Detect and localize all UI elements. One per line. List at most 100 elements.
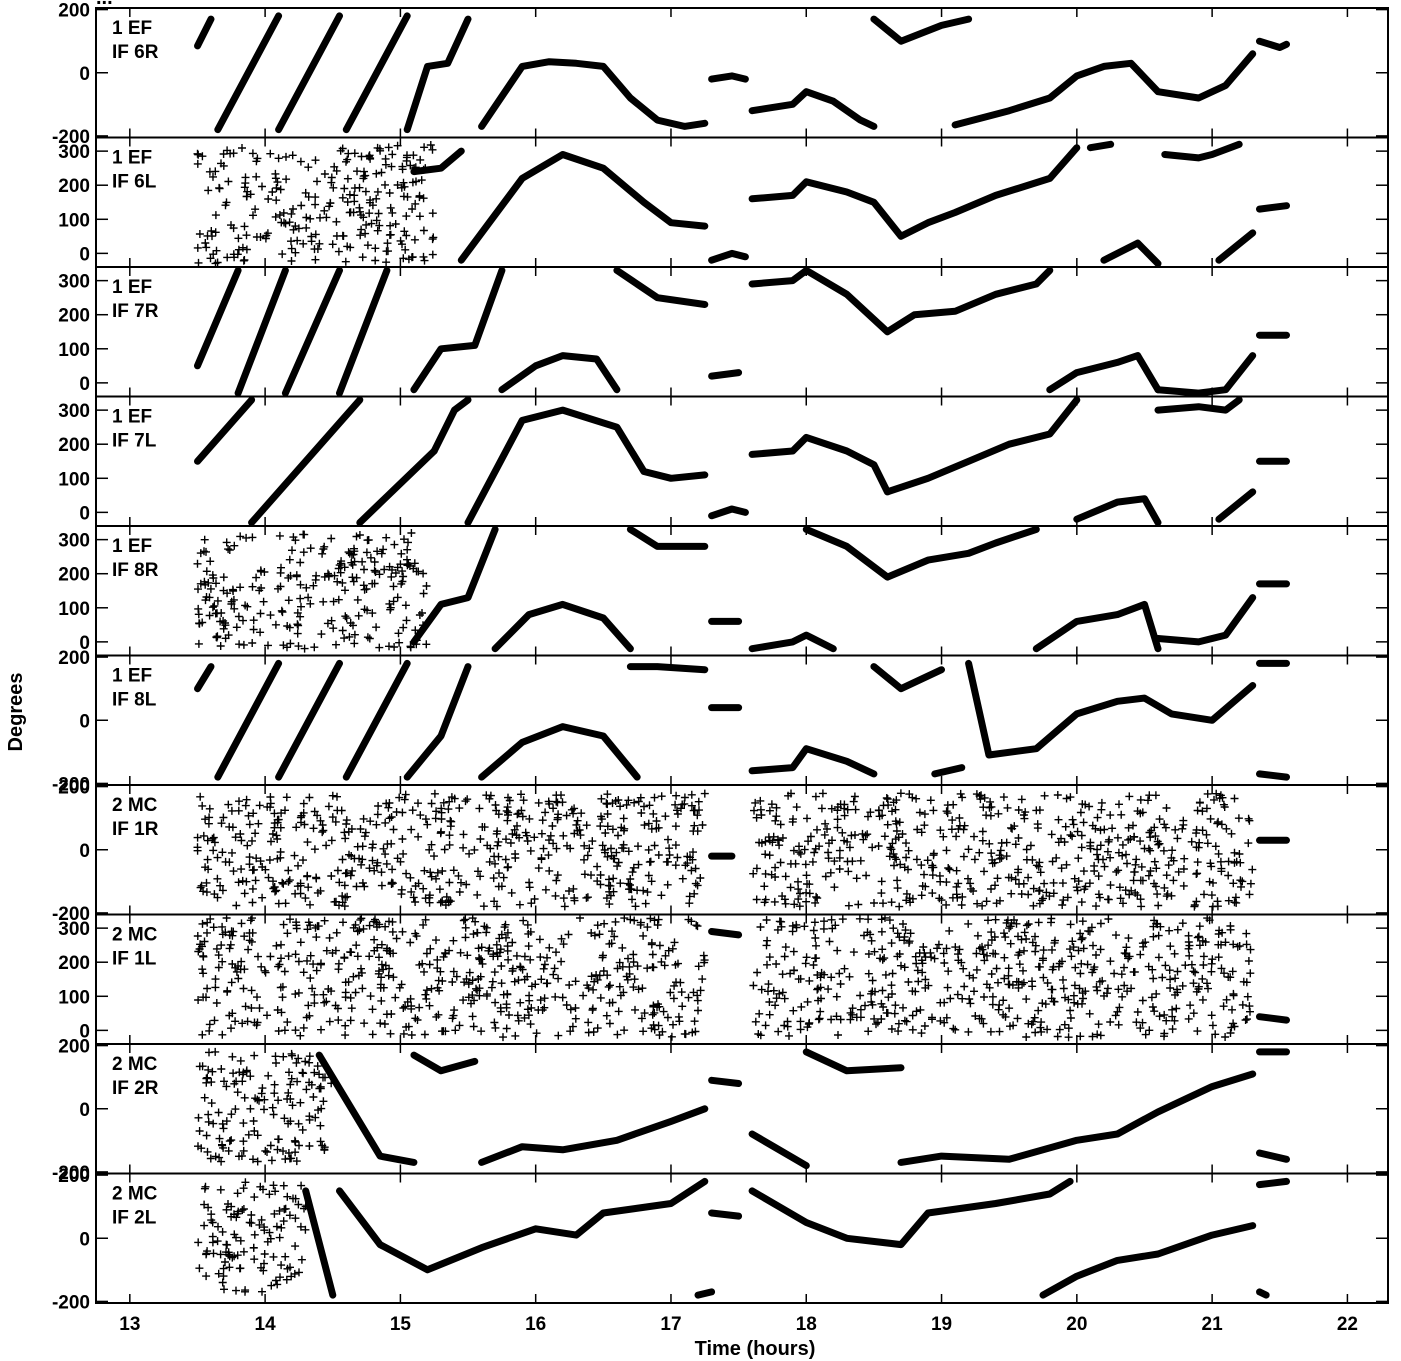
x-tick-label: 17 xyxy=(660,1314,681,1335)
data-series-segment xyxy=(748,745,878,778)
data-series-segment xyxy=(1073,495,1162,526)
panel-5: 0 100 200 300 1 EF IF 8R xyxy=(58,525,1389,657)
data-series-points xyxy=(749,789,1257,911)
panel-baseline-label: 1 EF xyxy=(112,277,152,298)
figure-title-fragment: ... xyxy=(96,0,113,9)
panel-baseline-label: 1 EF xyxy=(112,148,152,169)
panel-data xyxy=(194,267,1290,397)
panel-9: -200 0 200 2 MC IF 2R xyxy=(52,1037,1389,1184)
data-series-segment xyxy=(1039,1222,1257,1299)
data-series-segment xyxy=(708,369,743,380)
data-series-segment xyxy=(275,659,343,781)
data-series-segment xyxy=(1100,239,1162,267)
y-tick-label: 0 xyxy=(79,1100,90,1121)
data-series-segment xyxy=(931,764,966,778)
data-series-segment xyxy=(281,267,343,397)
y-tick-label: 0 xyxy=(79,711,90,732)
data-series-segment xyxy=(430,396,472,455)
data-series-segment xyxy=(1154,594,1257,646)
data-series-segment xyxy=(694,1288,716,1299)
panel-6: -200 0 200 1 EF IF 8L xyxy=(52,648,1389,795)
y-tick-label: 100 xyxy=(58,210,90,231)
x-tick-label: 16 xyxy=(525,1314,546,1335)
data-series-segment xyxy=(1154,352,1257,397)
data-series-segment xyxy=(708,505,749,520)
y-tick-label: 200 xyxy=(58,953,90,974)
x-tick-label: 14 xyxy=(255,1314,277,1335)
data-series-segment xyxy=(613,267,709,308)
data-series-segment xyxy=(214,12,283,134)
data-series-points xyxy=(749,914,1255,1042)
panel-if-label: IF 1R xyxy=(112,819,159,840)
data-series-segment xyxy=(478,723,641,781)
data-series-segment xyxy=(315,1051,418,1166)
panel-data xyxy=(194,659,1290,781)
y-tick-label: -200 xyxy=(52,774,90,795)
data-series-segment xyxy=(1256,1177,1290,1189)
data-series-segment xyxy=(965,659,1257,759)
data-series-segment xyxy=(302,1187,337,1299)
panel-baseline-label: 1 EF xyxy=(112,666,152,687)
data-series-segment xyxy=(748,267,810,288)
data-series-points xyxy=(194,1178,310,1296)
data-series-segment xyxy=(870,663,945,693)
data-series-segment xyxy=(336,1177,709,1274)
panel-if-label: IF 1L xyxy=(112,949,157,970)
data-series-segment xyxy=(498,352,621,394)
data-series-segment xyxy=(802,526,1040,581)
panel-if-label: IF 6R xyxy=(112,42,159,63)
data-series-segment xyxy=(248,396,364,526)
data-series-segment xyxy=(478,1105,709,1166)
x-axis: 13 14 15 16 17 18 19 20 21 22 xyxy=(119,1314,1358,1335)
data-series-segment xyxy=(1256,1013,1290,1024)
panel-data xyxy=(193,140,1290,267)
panel-baseline-label: 1 EF xyxy=(112,18,152,39)
panel-data xyxy=(194,12,1290,134)
data-series-segment xyxy=(403,663,472,781)
panel-baseline-label: 2 MC xyxy=(112,925,158,946)
y-tick-label: 0 xyxy=(79,64,90,85)
data-series-segment xyxy=(748,88,878,130)
panel-baseline-label: 1 EF xyxy=(112,407,152,428)
data-series-segment xyxy=(802,267,1054,336)
panel-10: -200 0 200 2 MC IF 2L xyxy=(52,1166,1389,1313)
data-series-segment xyxy=(1032,600,1162,653)
panel-if-label: IF 7R xyxy=(112,301,159,322)
panel-baseline-label: 2 MC xyxy=(112,1184,158,1205)
panel-frame xyxy=(95,7,1389,139)
panel-baseline-label: 1 EF xyxy=(112,536,152,557)
panel-7: -200 0 200 2 MC IF 1R xyxy=(52,778,1389,925)
data-series-segment xyxy=(403,15,472,134)
data-series-segment xyxy=(897,1070,1257,1166)
y-tick-label: 300 xyxy=(58,919,90,940)
panel-frame xyxy=(95,395,1389,527)
y-tick-label: 200 xyxy=(58,778,90,799)
y-tick-label: 300 xyxy=(58,272,90,293)
y-tick-label: 200 xyxy=(58,176,90,197)
y-tick-label: -200 xyxy=(52,1163,90,1184)
data-series-segment xyxy=(214,659,283,781)
y-tick-label: 200 xyxy=(58,1166,90,1187)
data-series-segment xyxy=(626,663,709,674)
data-series-segment xyxy=(410,1051,479,1075)
y-tick-label: 200 xyxy=(58,1,90,22)
x-tick-label: 22 xyxy=(1337,1314,1358,1335)
data-series-segment xyxy=(336,267,391,397)
data-series-segment xyxy=(748,144,1081,240)
x-tick-label: 20 xyxy=(1066,1314,1087,1335)
data-series-segment xyxy=(410,526,499,646)
panel-data xyxy=(193,789,1290,911)
data-series-segment xyxy=(491,600,634,653)
y-tick-label: -200 xyxy=(52,904,90,925)
panel-2: 0 100 200 300 1 EF IF 6L xyxy=(58,136,1389,268)
data-series-segment xyxy=(342,659,411,781)
y-tick-label: 0 xyxy=(79,244,90,265)
data-series-segment xyxy=(1161,140,1243,162)
data-series-segment xyxy=(1256,1149,1290,1163)
y-tick-label: 100 xyxy=(58,599,90,620)
panel-data xyxy=(194,396,1290,526)
data-series-segment xyxy=(194,396,256,465)
data-series-segment xyxy=(356,447,438,526)
